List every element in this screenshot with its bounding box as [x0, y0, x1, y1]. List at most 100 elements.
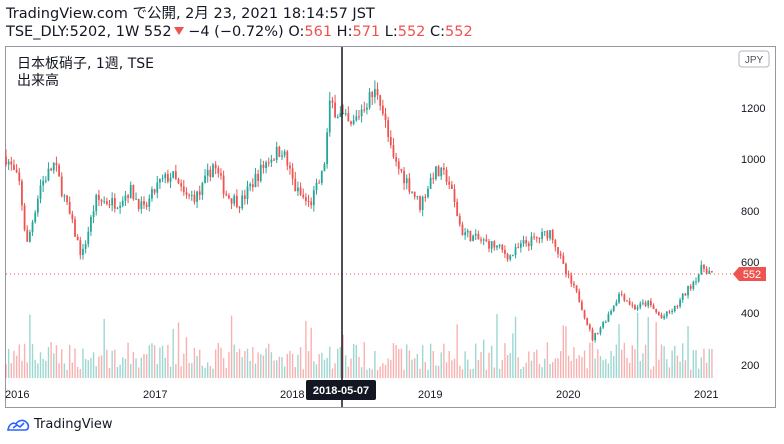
volume-bar — [400, 348, 403, 378]
volume-bar — [275, 360, 278, 378]
volume-bar — [74, 348, 76, 378]
candle-body — [238, 207, 241, 209]
volume-bar — [204, 367, 206, 378]
volume-bar — [684, 360, 687, 378]
volume-bar — [395, 344, 397, 378]
candle-body — [665, 311, 668, 317]
volume-bar — [225, 368, 227, 378]
candle-body — [243, 195, 246, 199]
x-tick-label: 2016 — [5, 389, 29, 401]
candle-body — [92, 211, 95, 217]
candle-body — [575, 285, 578, 292]
volume-bar — [546, 342, 549, 378]
candle-body — [132, 184, 135, 200]
last-price-tag-text: 552 — [743, 269, 761, 281]
candle-body — [68, 201, 71, 215]
volume-bar — [493, 367, 496, 378]
volume-bar — [419, 368, 421, 378]
volume-bar — [252, 347, 254, 378]
volume-bar — [711, 348, 713, 378]
volume-bar — [329, 346, 331, 378]
candle-body — [315, 182, 318, 191]
candle-body — [448, 181, 451, 185]
volume-bar — [260, 354, 262, 378]
low-value: 552 — [397, 24, 426, 40]
candle-body — [660, 314, 663, 319]
volume-bar — [230, 315, 233, 378]
symbol-label: TSE_DLY:5202, 1W — [6, 24, 140, 40]
y-tick-label: 600 — [741, 257, 759, 269]
candle-body — [185, 192, 188, 195]
volume-bar — [451, 360, 453, 378]
volume-bar — [26, 362, 28, 378]
volume-bar — [390, 359, 392, 378]
volume-bar — [21, 360, 23, 378]
candle-body — [692, 281, 695, 289]
candle-body — [466, 230, 469, 233]
ohlc-summary: TSE_DLY:5202, 1W 552 −4 (−0.72%) O:561 H… — [6, 23, 473, 41]
volume-bar — [379, 366, 381, 378]
volume-bar — [429, 343, 432, 378]
candle-body — [687, 285, 689, 296]
candle-body — [368, 92, 371, 108]
candle-body — [198, 191, 201, 195]
candle-body — [299, 187, 302, 195]
volume-bar — [689, 369, 692, 378]
volume-bar — [10, 363, 13, 378]
candle-body — [241, 195, 244, 209]
volume-bar — [631, 345, 634, 378]
volume-bar — [84, 358, 87, 378]
candle-body — [573, 283, 575, 286]
candle-body — [352, 120, 355, 125]
volume-bar — [53, 353, 55, 378]
candle-body — [230, 198, 233, 204]
currency-button[interactable]: JPY — [738, 50, 770, 68]
candle-body — [44, 180, 47, 182]
candle-body — [432, 177, 435, 179]
volume-bar — [108, 367, 111, 378]
volume-bar — [456, 324, 458, 378]
volume-bar — [533, 352, 535, 378]
candle-body — [201, 183, 204, 195]
volume-bar — [581, 357, 583, 378]
candle-body — [642, 302, 644, 304]
tradingview-brand[interactable]: TradingView — [6, 417, 113, 432]
candle-body — [671, 311, 674, 313]
volume-bar — [212, 368, 214, 378]
candle-body — [235, 195, 238, 208]
candle-body — [55, 163, 58, 166]
volume-bar — [313, 361, 315, 378]
volume-bar — [61, 349, 63, 378]
candle-body — [90, 216, 92, 232]
candle-body — [596, 333, 599, 335]
candle-body — [151, 189, 153, 199]
volume-bar — [708, 349, 710, 378]
candle-body — [379, 95, 382, 106]
volume-bar — [268, 343, 270, 378]
candle-body — [246, 186, 249, 199]
volume-bar — [130, 364, 132, 378]
candle-body — [493, 241, 496, 248]
candle-body — [419, 196, 421, 210]
volume-bar — [705, 362, 708, 378]
volume-bar — [443, 343, 445, 378]
candle-body — [530, 236, 533, 247]
candle-body — [464, 232, 467, 236]
volume-bar — [658, 359, 660, 378]
candle-body — [610, 310, 612, 315]
volume-bar — [257, 352, 259, 378]
volume-bar — [424, 362, 427, 378]
candle-body — [214, 164, 217, 169]
candle-body — [312, 190, 315, 206]
candle-body — [7, 161, 10, 165]
candle-body — [668, 311, 671, 313]
volume-bar — [183, 353, 185, 378]
close-value: 552 — [445, 24, 473, 40]
candle-body — [217, 168, 220, 174]
candle-body — [47, 168, 50, 181]
candle-body — [612, 305, 615, 311]
candle-body — [166, 173, 169, 182]
volume-bar — [512, 333, 514, 378]
volume-bar — [509, 352, 511, 378]
